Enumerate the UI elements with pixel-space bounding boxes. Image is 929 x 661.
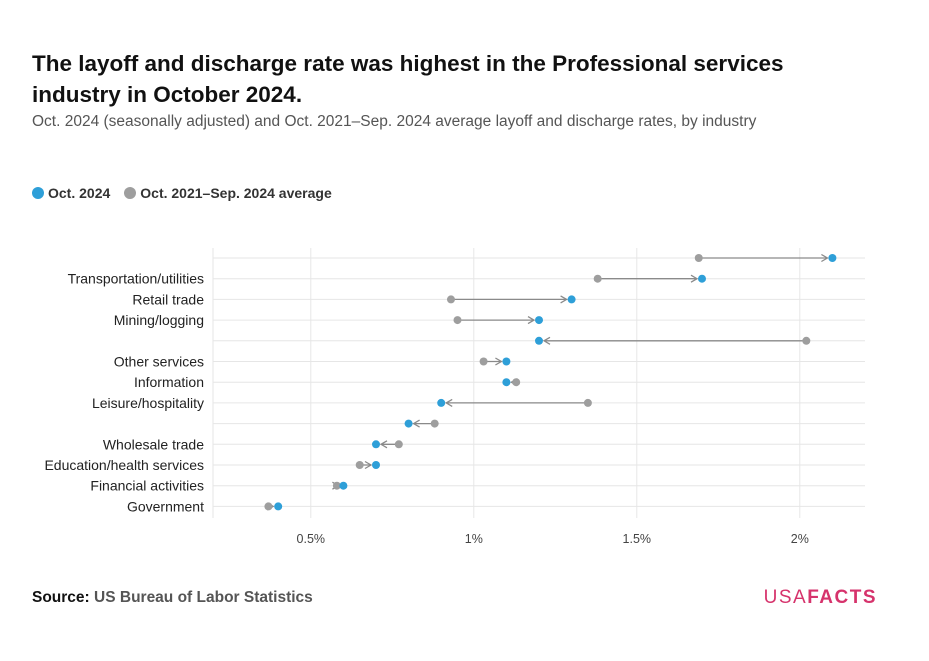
x-tick-label: 0.5% — [297, 532, 326, 546]
average-dot — [355, 461, 364, 469]
current-dot — [698, 274, 706, 283]
category-label: Government — [127, 498, 204, 514]
average-dot — [479, 357, 488, 366]
category-label: Information — [134, 374, 204, 390]
average-dot — [446, 295, 455, 304]
current-dot — [535, 316, 543, 325]
connector-arrowhead — [542, 336, 551, 345]
current-dot — [404, 419, 413, 428]
connector-arrowhead — [690, 274, 699, 283]
current-dot — [502, 357, 511, 366]
x-tick-label: 1.5% — [623, 532, 652, 546]
average-dot — [430, 419, 439, 428]
chart-title: The layoff and discharge rate was highes… — [32, 51, 784, 107]
legend-dot-average — [124, 187, 137, 199]
category-label: Transportation/utilities — [68, 271, 204, 287]
average-dot — [332, 481, 341, 490]
connector-arrowhead — [444, 398, 453, 407]
source-text: US Bureau of Labor Statistics — [94, 589, 313, 606]
current-dot — [567, 295, 576, 304]
average-dot — [802, 336, 811, 345]
current-dot — [502, 378, 511, 387]
current-dot — [828, 254, 837, 262]
average-dot — [394, 440, 403, 449]
legend-item-current: Oct. 2024 — [32, 185, 110, 201]
average-dot — [512, 378, 521, 387]
connector-arrowhead — [821, 253, 829, 263]
average-dot — [593, 274, 602, 283]
brand-logo: USAFACTS — [764, 587, 877, 609]
current-dot — [437, 398, 446, 407]
average-dot — [583, 398, 592, 407]
category-label: Mining/logging — [114, 312, 204, 328]
category-label: Retail trade — [132, 291, 204, 307]
current-dot — [535, 336, 543, 345]
x-tick-label: 2% — [791, 532, 809, 546]
connector-arrowhead — [379, 440, 388, 449]
x-tick-label: 1% — [465, 532, 483, 546]
legend-label-current: Oct. 2024 — [48, 185, 111, 201]
category-label: Financial activities — [90, 478, 204, 494]
connector-arrowhead — [364, 460, 373, 470]
source: Source: US Bureau of Labor Statistics — [32, 588, 313, 608]
category-label: Leisure/hospitality — [92, 395, 204, 411]
legend: Oct. 2024 Oct. 2021–Sep. 2024 average — [32, 185, 346, 201]
legend-item-average: Oct. 2021–Sep. 2024 average — [124, 185, 332, 201]
connector-arrowhead — [495, 357, 503, 366]
average-dot — [264, 502, 273, 511]
average-dot — [694, 254, 703, 262]
legend-dot-current — [32, 187, 44, 199]
connector-arrowhead — [527, 316, 536, 325]
current-dot — [372, 440, 380, 449]
source-label: Source: — [32, 589, 90, 606]
chart-subtitle: Oct. 2024 (seasonally adjusted) and Oct.… — [32, 113, 757, 130]
legend-label-average: Oct. 2021–Sep. 2024 average — [140, 185, 332, 201]
current-dot — [339, 481, 348, 490]
category-label: Other services — [114, 354, 204, 370]
average-dot — [453, 316, 462, 325]
connector-arrowhead — [560, 295, 568, 304]
brand-logo-part1: USA — [763, 587, 808, 608]
current-dot — [372, 461, 380, 469]
category-label: Wholesale trade — [103, 436, 204, 452]
connector-arrowhead — [412, 419, 420, 428]
category-label: Education/health services — [44, 457, 204, 473]
current-dot — [274, 502, 283, 511]
brand-logo-part2: FACTS — [807, 587, 877, 608]
